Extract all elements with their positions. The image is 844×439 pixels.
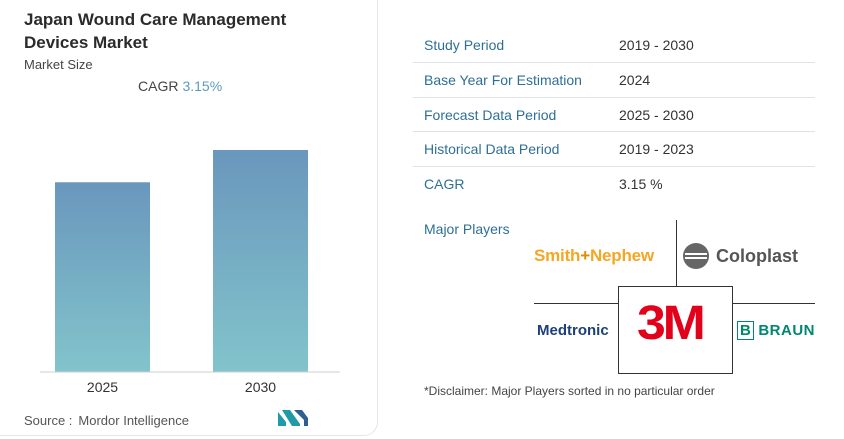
- info-value: 2025 - 2030: [619, 106, 694, 123]
- bbraun-b-mark: B: [737, 321, 755, 340]
- logo-grid-divider: [676, 220, 677, 286]
- source-line: Source : Mordor Intelligence: [24, 413, 189, 428]
- info-row-study-period: Study Period 2019 - 2030: [413, 28, 815, 63]
- chart-title: Japan Wound Care Management Devices Mark…: [24, 10, 287, 52]
- cagr-label-text: CAGR: [138, 78, 179, 94]
- info-value: 2024: [619, 71, 651, 88]
- info-label: Forecast Data Period: [424, 106, 557, 123]
- cagr-value: 3.15%: [182, 78, 223, 94]
- x-tick-label-2025: 2025: [87, 379, 118, 395]
- medtronic-logo: Medtronic: [537, 322, 609, 339]
- smith-nephew-logo: Smith+Nephew: [534, 246, 654, 266]
- smith-plus-text: +: [580, 246, 590, 265]
- info-value: 3.15 %: [619, 176, 663, 193]
- info-label: CAGR: [424, 176, 465, 193]
- coloplast-logo: Coloplast: [682, 241, 798, 271]
- coloplast-circle-icon: [683, 243, 709, 269]
- bar-2025: [55, 182, 150, 372]
- logo-grid-divider: [733, 303, 815, 304]
- info-row-cagr: CAGR 3.15 %: [413, 167, 815, 202]
- market-info-table: Study Period 2019 - 2030 Base Year For E…: [413, 28, 815, 202]
- major-players-title: Major Players: [424, 221, 510, 237]
- bbraun-logo: B BRAUN: [737, 321, 816, 340]
- disclaimer-text: *Disclaimer: Major Players sorted in no …: [424, 384, 715, 398]
- source-name: Mordor Intelligence: [78, 413, 189, 428]
- source-label: Source :: [24, 413, 73, 428]
- three-m-logo: 3M: [637, 297, 706, 350]
- coloplast-text: Coloplast: [716, 245, 799, 266]
- x-tick-label-2030: 2030: [245, 379, 276, 395]
- info-label: Base Year For Estimation: [424, 71, 582, 88]
- cagr-label: CAGR 3.15%: [138, 78, 222, 94]
- chart-card: Japan Wound Care Management Devices Mark…: [0, 0, 378, 436]
- mordor-intelligence-logo: [278, 410, 308, 426]
- smith-text: Smith: [534, 246, 581, 265]
- info-row-historical-period: Historical Data Period 2019 - 2023: [413, 132, 815, 168]
- info-label: Study Period: [424, 37, 505, 53]
- bbraun-text: BRAUN: [758, 322, 816, 339]
- info-value: 2019 - 2023: [619, 141, 694, 158]
- info-value: 2019 - 2030: [619, 37, 694, 53]
- logo-grid-divider: [534, 303, 618, 304]
- info-row-base-year: Base Year For Estimation 2024: [413, 63, 815, 98]
- info-row-forecast-period: Forecast Data Period 2025 - 2030: [413, 98, 815, 133]
- bar-chart: 2025 2030: [40, 150, 340, 395]
- nephew-text: Nephew: [589, 246, 654, 265]
- info-label: Historical Data Period: [424, 141, 560, 158]
- chart-subtitle: Market Size: [24, 57, 93, 72]
- bar-2030: [213, 150, 308, 372]
- three-m-logo-box: [618, 286, 733, 374]
